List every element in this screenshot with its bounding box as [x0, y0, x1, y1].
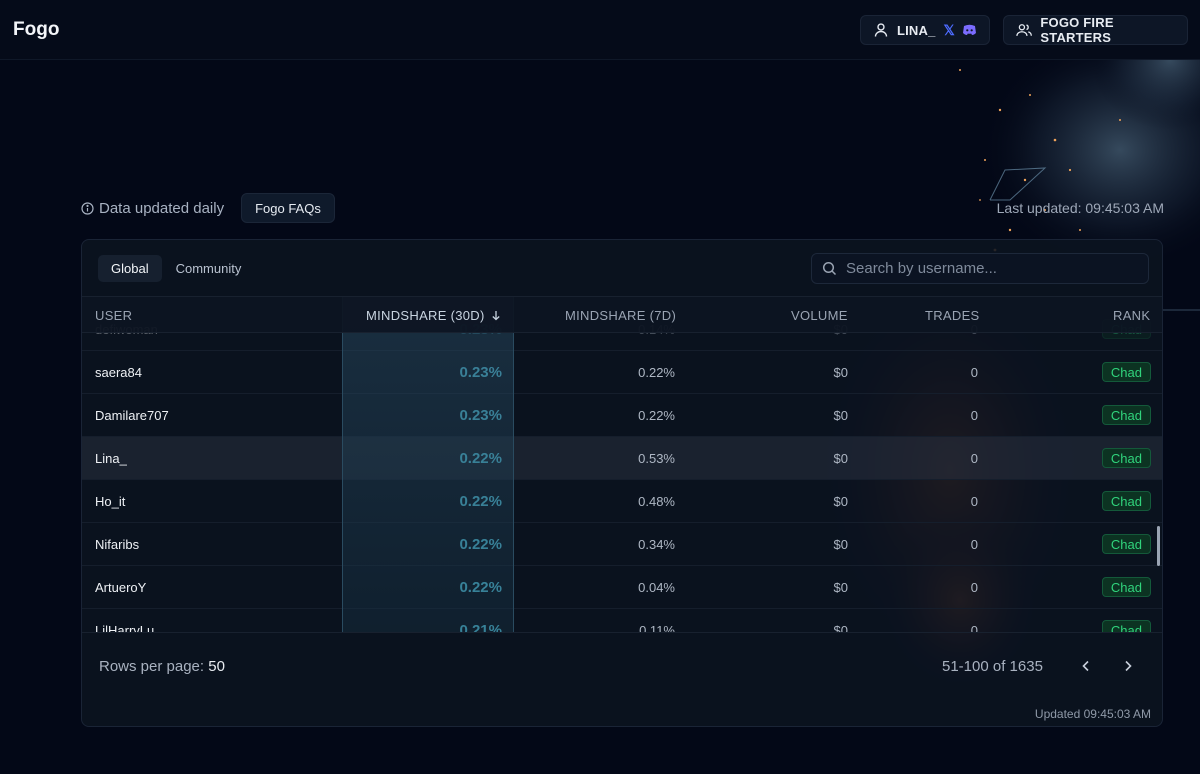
cell-mindshare-7d: 0.22%	[638, 408, 675, 423]
table-header: USER MINDSHARE (30D) MINDSHARE (7D) VOLU…	[82, 296, 1162, 333]
rank-badge: Chad	[1101, 577, 1151, 597]
data-updated-note: Data updated daily	[81, 200, 224, 217]
cell-volume: $0	[833, 494, 848, 509]
cell-mindshare-30d: 0.22%	[459, 493, 502, 510]
cell-mindshare-30d: 0.21%	[459, 622, 502, 632]
cell-user: Ho_it	[95, 494, 126, 509]
chevron-right-icon	[1125, 660, 1132, 672]
tab-global[interactable]: Global	[98, 255, 162, 282]
cell-mindshare-7d: 0.22%	[638, 365, 675, 380]
cell-mindshare-7d: 0.11%	[639, 623, 675, 632]
last-updated-text: Last updated: 09:45:03 AM	[996, 200, 1164, 216]
previous-page-button[interactable]	[1075, 655, 1097, 677]
cell-user: Lina_	[95, 451, 127, 466]
cell-volume: $0	[833, 451, 848, 466]
cell-trades: 0	[970, 623, 978, 632]
footer-updated-text: Updated 09:45:03 AM	[1034, 707, 1151, 721]
cell-user: Damilare707	[95, 408, 169, 423]
users-icon	[1016, 24, 1032, 36]
table-row[interactable]: saera84 0.23% 0.22% $0 0 Chad	[82, 351, 1162, 394]
cell-mindshare-30d: 0.22%	[459, 450, 502, 467]
table-row[interactable]: Ho_it 0.22% 0.48% $0 0 Chad	[82, 480, 1162, 523]
column-header-mindshare-7d[interactable]: MINDSHARE (7D)	[565, 308, 677, 323]
cell-user: LilHarryLu	[95, 623, 155, 632]
table-footer: Rows per page: 50 51-100 of 1635 Updated…	[82, 632, 1162, 726]
column-header-rank[interactable]: RANK	[1113, 308, 1151, 323]
team-button[interactable]: FOGO FIRE STARTERS	[1003, 15, 1188, 45]
column-header-mindshare-30d-label: MINDSHARE (30D)	[366, 308, 485, 323]
cell-volume: $0	[833, 580, 848, 595]
cell-mindshare-7d: 0.34%	[638, 537, 675, 552]
cell-mindshare-7d: 0.48%	[638, 494, 675, 509]
cell-trades: 0	[970, 451, 978, 466]
app-logo[interactable]: Fogo	[13, 19, 60, 40]
leaderboard-card: Global Community USER MINDSHARE (30D) MI…	[81, 239, 1163, 727]
cell-mindshare-7d: 0.04%	[638, 580, 675, 595]
cell-volume: $0	[833, 537, 848, 552]
rows-per-page-label: Rows per page:	[99, 658, 205, 675]
top-bar: Fogo LINA_ 𝕏 FOGO FIRE STARTERS	[0, 0, 1200, 60]
cell-user: saera84	[95, 365, 142, 380]
search-input[interactable]	[846, 260, 1136, 277]
leaderboard-table: USER MINDSHARE (30D) MINDSHARE (7D) VOLU…	[82, 296, 1162, 632]
next-page-button[interactable]	[1117, 655, 1139, 677]
table-scrollbar[interactable]	[1157, 526, 1160, 566]
rank-badge: Chad	[1101, 362, 1151, 382]
data-updated-text: Data updated daily	[99, 199, 225, 217]
cell-mindshare-30d: 0.22%	[459, 536, 502, 553]
cell-user: ArtueroY	[95, 580, 147, 595]
table-row[interactable]: Nifaribs 0.22% 0.34% $0 0 Chad	[82, 523, 1162, 566]
cell-mindshare-30d: 0.23%	[459, 407, 502, 424]
info-row: Data updated daily Fogo FAQs	[81, 193, 335, 223]
column-header-user[interactable]: USER	[95, 308, 133, 323]
table-row[interactable]: LilHarryLu 0.21% 0.11% $0 0 Chad	[82, 609, 1162, 632]
search-box[interactable]	[811, 253, 1149, 284]
column-header-mindshare-30d[interactable]: MINDSHARE (30D)	[366, 308, 501, 323]
rows-per-page[interactable]: Rows per page: 50	[99, 658, 225, 675]
faq-button[interactable]: Fogo FAQs	[241, 193, 335, 223]
user-icon	[874, 23, 888, 37]
table-body: defiwoman 0.23% 0.14% $0 0 Chad saera84 …	[82, 308, 1162, 632]
cell-trades: 0	[970, 365, 978, 380]
scope-tabs: Global Community	[98, 255, 255, 282]
pagination-info: 51-100 of 1635	[942, 658, 1043, 675]
discord-icon[interactable]	[962, 24, 977, 36]
cell-mindshare-7d: 0.53%	[638, 451, 675, 466]
cell-volume: $0	[833, 623, 848, 632]
cell-mindshare-30d: 0.22%	[459, 579, 502, 596]
info-icon	[81, 201, 94, 215]
cell-trades: 0	[970, 494, 978, 509]
cell-volume: $0	[833, 408, 848, 423]
cell-trades: 0	[970, 537, 978, 552]
sort-arrow-down-icon	[491, 311, 500, 321]
column-header-trades[interactable]: TRADES	[925, 308, 980, 323]
x-icon[interactable]: 𝕏	[943, 21, 956, 38]
chevron-left-icon	[1082, 660, 1089, 672]
rank-badge: Chad	[1101, 491, 1151, 511]
team-label: FOGO FIRE STARTERS	[1040, 15, 1114, 45]
user-profile-button[interactable]: LINA_ 𝕏	[860, 15, 990, 45]
user-name: LINA_	[896, 22, 936, 38]
rank-badge: Chad	[1101, 534, 1151, 554]
cell-volume: $0	[833, 365, 848, 380]
table-row[interactable]: Damilare707 0.23% 0.22% $0 0 Chad	[82, 394, 1162, 437]
search-icon	[822, 261, 837, 276]
table-row[interactable]: ArtueroY 0.22% 0.04% $0 0 Chad	[82, 566, 1162, 609]
rank-badge: Chad	[1101, 620, 1151, 632]
rank-badge: Chad	[1101, 448, 1151, 468]
cell-trades: 0	[970, 580, 978, 595]
tab-community[interactable]: Community	[175, 261, 242, 276]
rank-badge: Chad	[1101, 405, 1151, 425]
rows-per-page-value[interactable]: 50	[208, 658, 225, 675]
cell-mindshare-30d: 0.23%	[459, 364, 502, 381]
cell-trades: 0	[970, 408, 978, 423]
column-header-volume[interactable]: VOLUME	[791, 308, 848, 323]
cell-user: Nifaribs	[95, 537, 140, 552]
table-row-current-user[interactable]: Lina_ 0.22% 0.53% $0 0 Chad	[82, 437, 1162, 480]
